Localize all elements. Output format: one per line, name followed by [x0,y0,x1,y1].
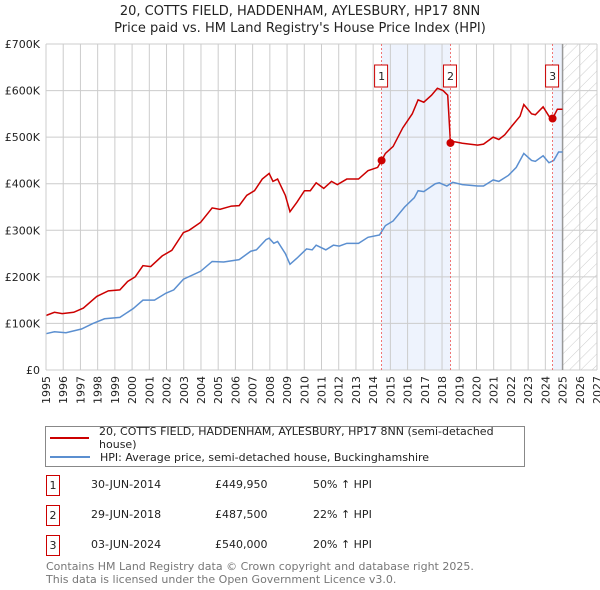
property-price-line [45,87,563,317]
x-tick-label: 2011 [316,376,329,404]
x-tick-label: 2023 [522,376,535,404]
x-tick-label: 2010 [298,376,311,404]
x-tick-label: 2000 [126,376,139,404]
legend-swatch-blue [50,456,90,458]
x-tick-label: 1995 [40,376,53,404]
x-tick-label: 2007 [247,376,260,404]
sale-point [446,138,455,147]
y-tick-label: £0 [26,364,40,377]
y-tick-label: £600K [5,85,41,98]
x-tick-label: 2012 [333,376,346,404]
x-tick-label: 2027 [591,376,600,404]
x-tick-label: 2004 [195,376,208,404]
x-tick-label: 2001 [143,376,156,404]
legend-swatch-red [50,437,90,439]
x-tick-label: 2002 [161,376,174,404]
transaction-marker: 3 [46,535,60,556]
transaction-date: 29-JUN-2018 [91,508,162,521]
y-tick-label: £400K [5,178,41,191]
x-tick-label: 2026 [574,376,587,404]
transaction-date: 03-JUN-2024 [91,538,162,551]
hpi-line [45,151,563,335]
x-tick-label: 2020 [470,376,483,404]
footer: Contains HM Land Registry data © Crown c… [46,560,474,586]
transaction-marker: 2 [46,505,60,526]
legend: 20, COTTS FIELD, HADDENHAM, AYLESBURY, H… [45,425,525,467]
sale-label: 3 [549,70,556,83]
x-tick-label: 2015 [384,376,397,404]
legend-item-property: 20, COTTS FIELD, HADDENHAM, AYLESBURY, H… [50,425,524,451]
transaction-hpi: 50% ↑ HPI [313,478,372,491]
chart-title: 20, COTTS FIELD, HADDENHAM, AYLESBURY, H… [119,4,481,19]
sale-label: 1 [378,70,385,83]
sale-label-box [545,64,560,88]
price-chart: 1995 1996 1997 1998 1999 2000 2001 2002 2003 2004… [5,38,600,404]
x-tick-label: 1996 [57,376,70,404]
transaction-price: £487,500 [215,508,268,521]
sale-label: 2 [447,70,454,83]
x-tick-label: 1999 [109,376,122,404]
legend-item-hpi: HPI: Average price, semi-detached house,… [50,449,429,465]
x-tick-label: 2024 [539,376,552,404]
x-tick-label: 2019 [453,376,466,404]
transaction-price: £540,000 [215,538,268,551]
x-tick-label: 2008 [264,376,277,404]
y-tick-label: £100K [5,317,41,330]
y-tick-label: £700K [5,38,41,51]
transaction-price: £449,950 [215,478,268,491]
x-tick-label: 2005 [212,376,225,404]
y-tick-label: £500K [5,131,41,144]
x-tick-label: 2018 [436,376,449,404]
x-tick-label: 2003 [178,376,191,404]
x-tick-label: 2013 [350,376,363,404]
transaction-marker: 1 [46,475,60,496]
sale-label-box [442,64,457,88]
x-tick-label: 2025 [557,376,570,404]
x-tick-label: 2006 [229,376,242,404]
x-tick-label: 2021 [488,376,501,404]
y-tick-label: £200K [5,271,41,284]
sale-point [377,156,386,165]
y-tick-label: £300K [5,224,41,237]
x-tick-label: 2014 [367,376,380,404]
sale-label-box [374,64,389,88]
x-tick-label: 1998 [92,376,105,404]
transaction-hpi: 22% ↑ HPI [313,508,372,521]
transaction-hpi: 20% ↑ HPI [313,538,372,551]
legend-label: 20, COTTS FIELD, HADDENHAM, AYLESBURY, H… [99,425,494,451]
shaded-period [381,44,451,370]
x-tick-label: 2016 [402,376,415,404]
chart-subtitle: Price paid vs. HM Land Registry's House … [114,21,486,36]
sale-point [548,114,557,123]
x-tick-label: 1997 [74,376,87,404]
legend-label: HPI: Average price, semi-detached house,… [100,450,430,464]
footer-line: Contains HM Land Registry data © Crown c… [46,560,474,573]
x-tick-label: 2017 [419,376,432,404]
footer-line: This data is licensed under the Open Gov… [46,573,397,586]
transaction-date: 30-JUN-2014 [91,478,162,491]
x-tick-label: 2022 [505,376,518,404]
shaded-period [552,44,563,370]
x-tick-label: 2009 [281,376,294,404]
